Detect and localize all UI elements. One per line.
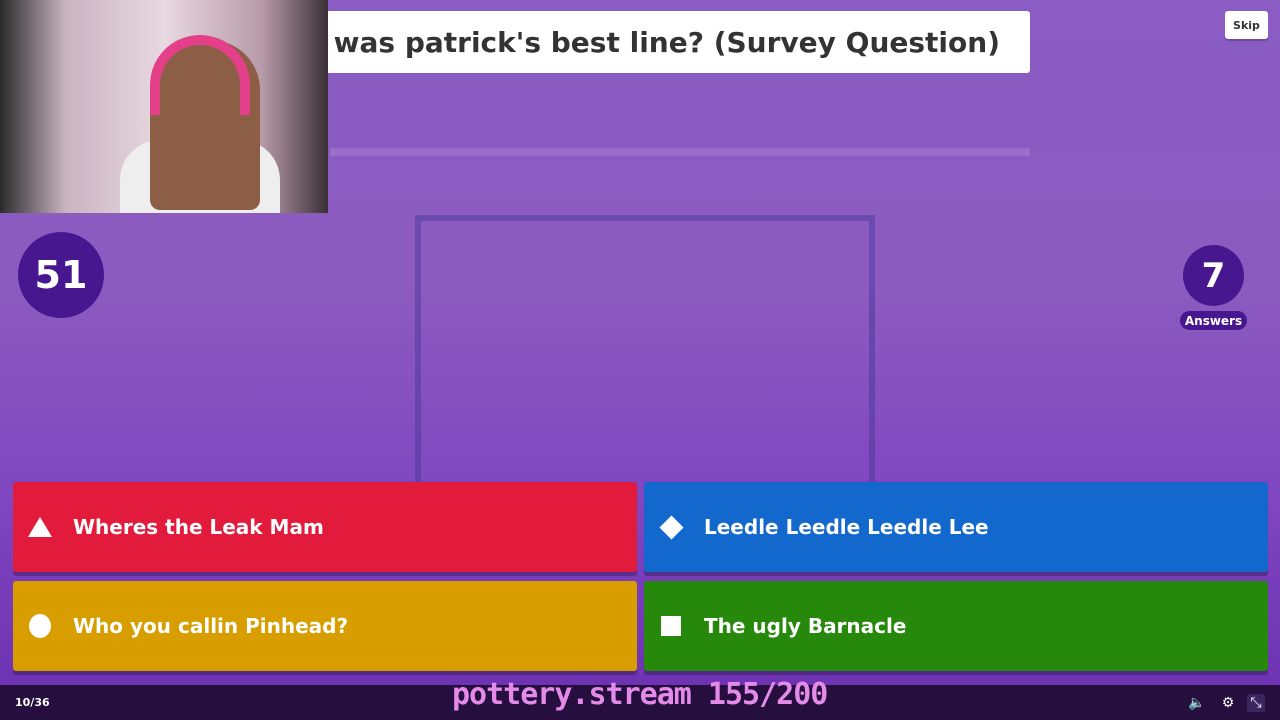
answers-count: 7 — [1183, 245, 1244, 306]
answer-text: The ugly Barnacle — [704, 614, 907, 638]
diamond-icon — [658, 514, 684, 540]
stream-overlay-text: pottery.stream 155/200 — [452, 677, 828, 712]
skip-button[interactable]: Skip — [1225, 11, 1268, 39]
footer-bar: 10/36 pottery.stream 155/200 🔈 ⚙ ⤡ — [0, 677, 1280, 720]
triangle-icon — [28, 516, 52, 538]
circle-icon — [29, 614, 51, 638]
exit-fullscreen-icon[interactable]: ⤡ — [1247, 694, 1265, 712]
answer-triangle[interactable]: Wheres the Leak Mam — [13, 482, 637, 572]
gear-icon[interactable]: ⚙ — [1221, 695, 1235, 711]
background-beam — [330, 148, 1030, 156]
answer-circle[interactable]: Who you callin Pinhead? — [13, 581, 637, 671]
question-progress: 10/36 — [15, 696, 50, 709]
answers-label: Answers — [1180, 311, 1247, 330]
answer-text: Leedle Leedle Leedle Lee — [704, 515, 989, 539]
headphones — [150, 35, 250, 115]
answer-square[interactable]: The ugly Barnacle — [644, 581, 1268, 671]
countdown-timer: 51 — [18, 232, 104, 318]
question-title: hat was patrick's best line? (Survey Que… — [328, 11, 1030, 73]
background-room — [415, 215, 875, 485]
answer-diamond[interactable]: Leedle Leedle Leedle Lee — [644, 482, 1268, 572]
volume-icon[interactable]: 🔈 — [1188, 695, 1206, 711]
answer-text: Who you callin Pinhead? — [73, 614, 349, 638]
webcam-overlay — [0, 0, 328, 213]
answer-text: Wheres the Leak Mam — [73, 515, 324, 539]
square-icon — [660, 615, 682, 637]
